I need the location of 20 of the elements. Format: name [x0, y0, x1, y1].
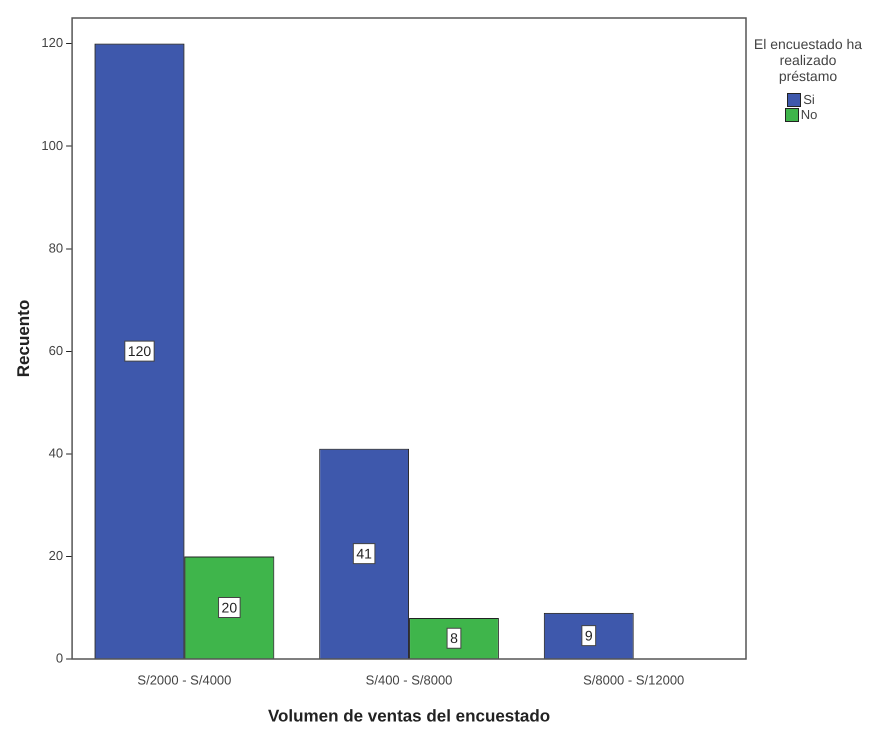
- x-tick-label: S/2000 - S/4000: [137, 672, 232, 688]
- y-tick-label: 100: [41, 138, 64, 153]
- y-tick-label: 60: [48, 342, 64, 358]
- y-tick-label: 120: [41, 35, 64, 50]
- data-label: 9: [584, 628, 593, 644]
- x-axis-title: Volumen de ventas del encuestado: [268, 706, 550, 726]
- legend-label: Si: [803, 92, 815, 107]
- x-tick-label: S/8000 - S/12000: [583, 672, 684, 688]
- x-tick-label: S/400 - S/8000: [366, 672, 452, 688]
- y-tick-label: 0: [56, 650, 64, 666]
- y-tick-label: 20: [48, 548, 64, 564]
- data-label: 8: [450, 630, 458, 646]
- legend-title: El encuestado ha realizado préstamo: [752, 36, 864, 84]
- y-axis-title: Recuento: [14, 300, 33, 378]
- legend-label: No: [800, 107, 818, 122]
- y-tick-label: 80: [48, 240, 64, 256]
- data-label: 20: [222, 599, 238, 616]
- data-label: 41: [356, 545, 372, 562]
- data-label: 120: [128, 342, 152, 359]
- y-tick-label: 40: [48, 445, 64, 460]
